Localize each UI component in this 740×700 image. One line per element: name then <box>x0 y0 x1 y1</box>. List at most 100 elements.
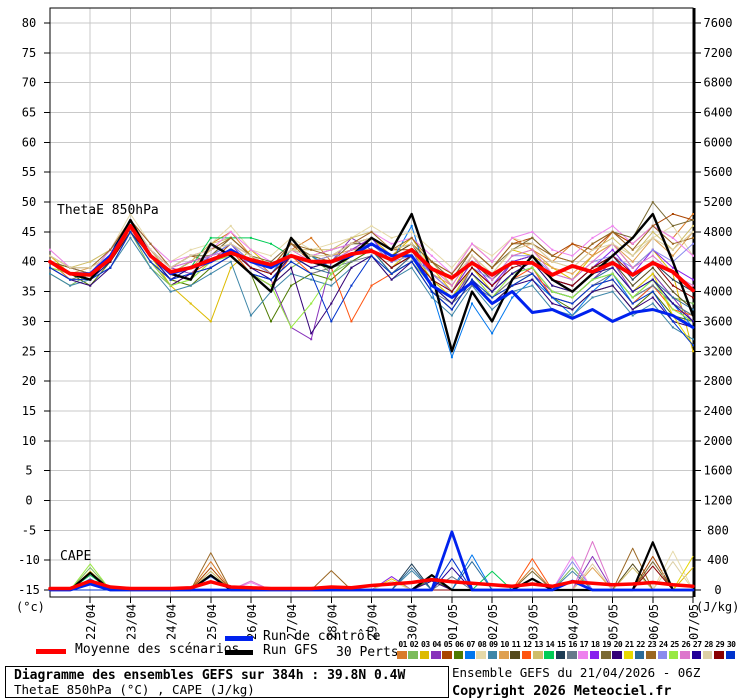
pert-swatch-cell <box>487 650 499 660</box>
left-tick-label: 20 <box>22 374 36 388</box>
pert-swatch-cell <box>453 650 465 660</box>
right-tick-label: 800 <box>707 523 729 537</box>
mean-cape-line <box>48 577 695 591</box>
pert-color-swatch <box>725 651 736 659</box>
pert-number: 30 <box>726 640 736 649</box>
left-tick-label: 15 <box>22 404 36 418</box>
pert-color-swatch <box>612 651 622 659</box>
pert-number: 08 <box>477 640 487 649</box>
left-tick-label: 30 <box>22 314 36 328</box>
pert-color-swatch <box>600 651 611 659</box>
pert-swatch-cell <box>430 650 442 660</box>
pert-swatch-cell <box>544 650 555 660</box>
control-line-swatch <box>225 636 253 641</box>
pert-color-swatch <box>532 651 543 659</box>
date-tick-label: 30/04 <box>406 604 420 640</box>
right-tick-label: 5600 <box>704 165 733 179</box>
right-tick-label: 3200 <box>704 344 733 358</box>
pert-number: 10 <box>500 640 509 649</box>
pert-color-swatch <box>578 651 588 659</box>
ensemble-chart: -15 -10 -5 0 5 10 15 20 25 30 35 40 45 50 55 60 65 70 75 80… <box>16 7 739 640</box>
pert-color-swatch <box>464 651 475 659</box>
date-tick-label: 07/05 <box>687 604 701 640</box>
control-legend-label: Run de contrôle <box>263 629 381 644</box>
pert-swatch-cell <box>600 650 612 660</box>
pert-number: 27 <box>692 640 702 649</box>
pert-number: 21 <box>624 640 634 649</box>
left-axis-unit: (°c) <box>16 600 45 614</box>
right-tick-label: 400 <box>707 553 729 567</box>
pert-color-swatch <box>487 651 498 659</box>
axis-ticks <box>44 22 701 603</box>
pert-swatch-cell <box>578 650 589 660</box>
left-tick-label: 5 <box>25 464 32 478</box>
diagram-subtitle: ThetaE 850hPa (°C) , CAPE (J/kg) <box>14 682 255 697</box>
pert-number: 19 <box>602 640 611 649</box>
left-tick-label: -5 <box>22 523 36 537</box>
pert-swatch-cell <box>612 650 623 660</box>
pert-swatch-cell <box>442 650 453 660</box>
pert-color-swatch <box>634 651 645 659</box>
right-tick-label: 7600 <box>704 16 733 30</box>
left-tick-label: 10 <box>22 434 36 448</box>
pert-swatch-cell <box>589 650 601 660</box>
date-tick-label: 04/05 <box>566 604 580 640</box>
left-tick-label: 35 <box>22 285 36 299</box>
date-tick-label: 25/04 <box>205 604 219 640</box>
left-tick-label: 50 <box>22 195 36 209</box>
pert-swatch-cell <box>476 650 487 660</box>
pert-number: 02 <box>409 640 419 649</box>
right-tick-label: 6800 <box>704 76 733 90</box>
pert-color-swatch <box>498 651 509 659</box>
date-tick-label: 28/04 <box>325 604 339 640</box>
pert-color-swatch <box>691 651 702 659</box>
pert-swatch-cell <box>555 650 567 660</box>
date-tick-label: 26/04 <box>245 604 259 640</box>
pert-number: 15 <box>556 640 566 649</box>
pert-number: 25 <box>670 640 679 649</box>
gfs-legend-label: Run GFS <box>263 643 318 658</box>
pert-number: 22 <box>636 640 645 649</box>
date-tick-label: 03/05 <box>526 604 540 640</box>
right-tick-label: 2400 <box>704 404 733 418</box>
pert-color-swatch <box>430 651 441 659</box>
left-tick-label: 70 <box>22 76 36 90</box>
pert-color-swatch <box>668 651 679 659</box>
left-tick-label: 45 <box>22 225 36 239</box>
left-tick-label: 60 <box>22 135 36 149</box>
right-tick-label: 6000 <box>704 135 733 149</box>
left-tick-label: -10 <box>18 553 40 567</box>
pert-number: 06 <box>454 640 464 649</box>
left-tick-label: -15 <box>18 583 40 597</box>
pert-number: 05 <box>443 640 453 649</box>
date-tick-label: 22/04 <box>84 604 98 640</box>
date-tick-label: 29/04 <box>366 604 380 640</box>
pert-color-swatch <box>521 651 532 659</box>
right-tick-label: 4800 <box>704 225 733 239</box>
pert-swatch-cell <box>521 650 533 660</box>
pert-color-swatch <box>646 651 656 659</box>
pert-swatch-cell <box>634 650 646 660</box>
left-tick-label: 0 <box>25 493 32 507</box>
pert-number: 11 <box>511 640 521 649</box>
right-tick-label: 2800 <box>704 374 733 388</box>
pert-color-swatch <box>442 651 452 659</box>
ensemble-lines <box>48 201 695 592</box>
perts-number-row: 01 02 03 04 05 06 07 08 09 10 11 12 13 14 15 16 17 18 19 20… <box>397 640 740 650</box>
date-tick-label: 02/05 <box>486 604 500 640</box>
pert-number: 24 <box>658 640 668 649</box>
pert-color-swatch <box>419 651 430 659</box>
mean-legend-label: Moyenne des scénarios <box>75 642 240 657</box>
pert-color-swatch <box>702 651 713 659</box>
right-tick-label: 4400 <box>704 255 733 269</box>
pert-color-swatch <box>510 651 520 659</box>
pert-number: 07 <box>466 640 475 649</box>
pert-number: 18 <box>590 640 600 649</box>
left-tick-label: 25 <box>22 344 36 358</box>
cape-plot-label: CAPE <box>60 549 91 564</box>
pert-swatch-cell <box>623 650 635 660</box>
pert-swatch-cell <box>532 650 544 660</box>
pert-swatch-cell <box>714 650 725 660</box>
pert-number: 09 <box>488 640 498 649</box>
